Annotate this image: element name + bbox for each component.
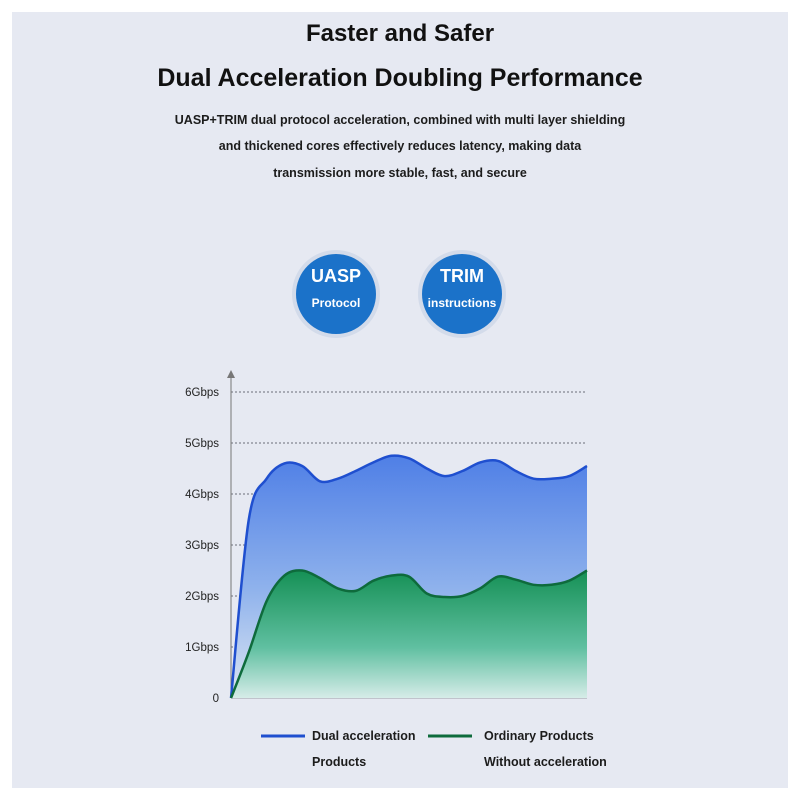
y-tick-labels: 0 1Gbps 2Gbps 3Gbps 4Gbps 5Gbps 6Gbps bbox=[185, 387, 219, 705]
y-axis-arrow-icon bbox=[227, 370, 235, 378]
legend-dual-label-line-1: Dual acceleration bbox=[312, 729, 416, 743]
uasp-protocol-badge: UASP Protocol bbox=[296, 254, 376, 334]
trim-instructions-badge: TRIM instructions bbox=[422, 254, 502, 334]
dual-acceleration-line bbox=[229, 454, 588, 699]
y-tick-label: 2Gbps bbox=[185, 591, 219, 603]
y-tick-label: 4Gbps bbox=[185, 489, 219, 501]
uasp-badge-subtitle: Protocol bbox=[311, 296, 361, 310]
ordinary-products-line bbox=[229, 569, 588, 699]
description-line-3: transmission more stable, fast, and secu… bbox=[273, 166, 527, 180]
chart-axes bbox=[227, 370, 235, 698]
ordinary-products-area bbox=[231, 570, 587, 698]
chart-legend: Dual acceleration Products Ordinary Prod… bbox=[261, 729, 607, 769]
y-tick-label: 0 bbox=[213, 693, 219, 705]
legend-ordinary-label-line-2: Without acceleration bbox=[484, 755, 607, 769]
uasp-badge-title: UASP bbox=[310, 266, 361, 286]
trim-badge-title: TRIM bbox=[440, 266, 484, 286]
page-subtitle: Dual Acceleration Doubling Performance bbox=[157, 64, 643, 92]
trim-badge-subtitle: instructions bbox=[427, 296, 497, 310]
description-line-2: and thickened cores effectively reduces … bbox=[218, 139, 582, 153]
y-tick-label: 5Gbps bbox=[185, 438, 219, 450]
legend-ordinary-label-line-1: Ordinary Products bbox=[484, 729, 594, 743]
chart-areas bbox=[229, 454, 588, 699]
page-title: Faster and Safer bbox=[305, 20, 495, 47]
description-line-1: UASP+TRIM dual protocol acceleration, co… bbox=[174, 113, 626, 127]
y-tick-label: 6Gbps bbox=[185, 387, 219, 399]
y-tick-label: 3Gbps bbox=[185, 540, 219, 552]
y-tick-label: 1Gbps bbox=[185, 642, 219, 654]
legend-dual-label-line-2: Products bbox=[312, 755, 366, 769]
